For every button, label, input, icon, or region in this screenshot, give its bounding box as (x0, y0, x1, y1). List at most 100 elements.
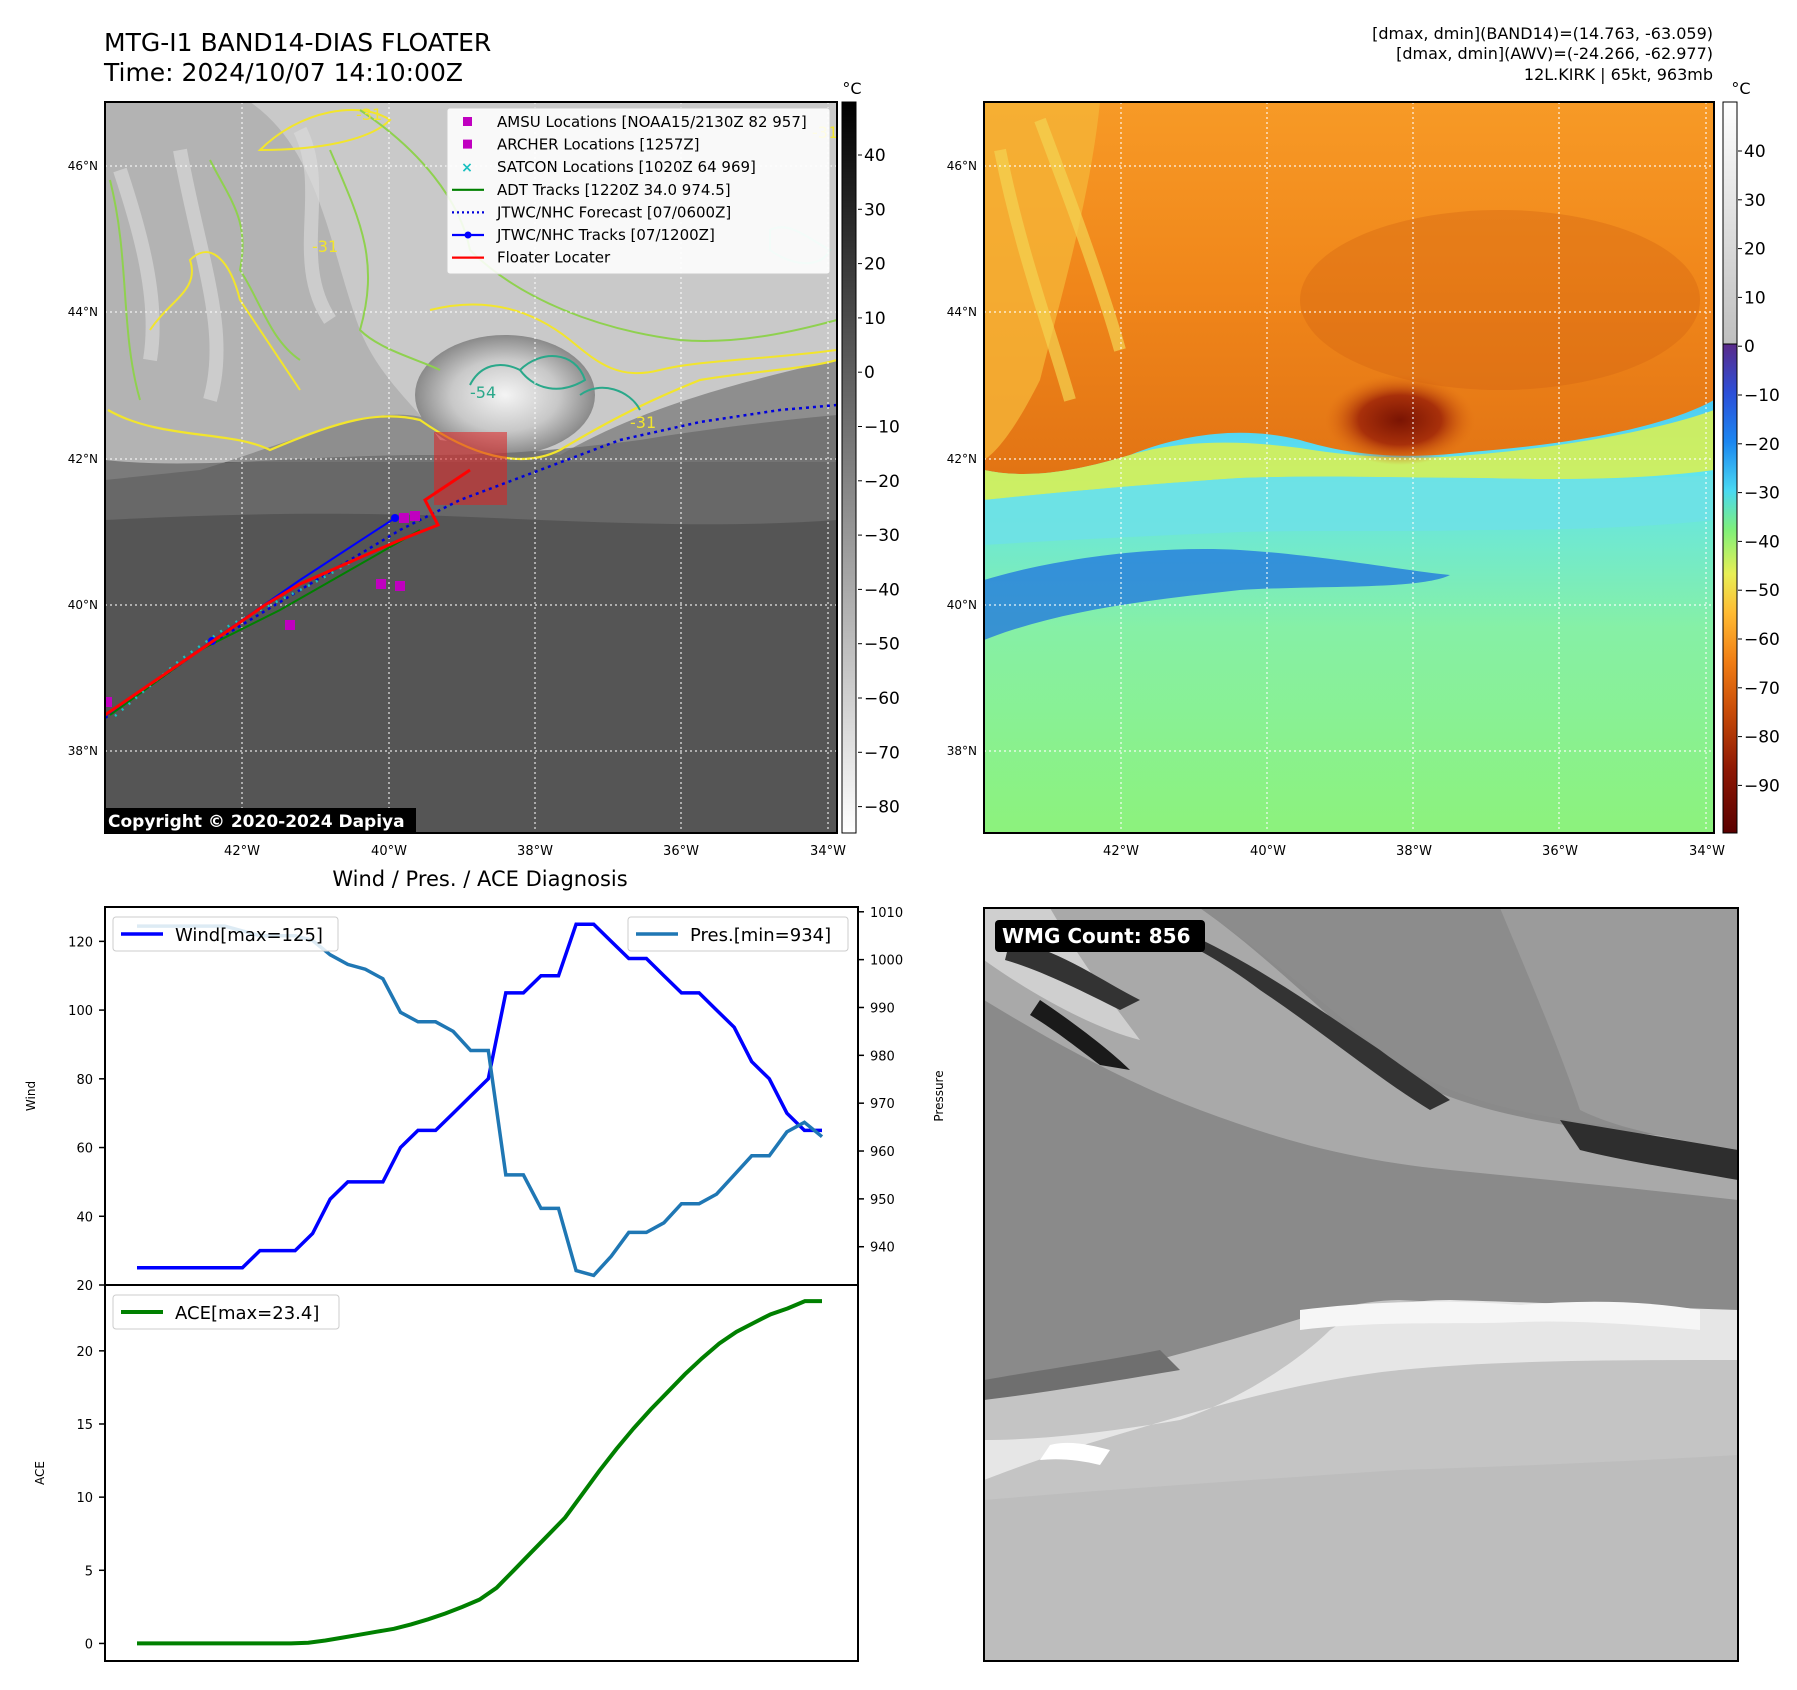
colorbar-tick-label: −70 (1744, 679, 1780, 699)
contour-label-4: -31 (630, 413, 656, 432)
jtwc-forecast-track (105, 403, 837, 720)
legend-square-marker (463, 139, 472, 149)
awv-image (984, 102, 1714, 833)
lon-tick-label: 42°W (224, 844, 260, 859)
info-line-1: [dmax, dmin](BAND14)=(14.763, -63.059) (1372, 24, 1713, 43)
legend-label: JTWC/NHC Forecast [07/0600Z] (496, 203, 731, 221)
colorbar-tick-label: −40 (1744, 532, 1780, 552)
colorbar-tick-label: 40 (864, 146, 886, 166)
lat-tick-label: 40°N (68, 598, 98, 612)
lat-tick-label: 38°N (68, 744, 98, 758)
pressure-legend: Pres.[min=934] (627, 916, 849, 952)
ace-tick-label: 10 (76, 1491, 93, 1506)
pressure-legend-label: Pres.[min=934] (690, 925, 831, 946)
ir-colorbar (841, 101, 857, 834)
colorbar-tick-label: −50 (1744, 581, 1780, 601)
legend-label: AMSU Locations [NOAA15/2130Z 82 957] (497, 113, 807, 131)
legend-entry: JTWC/NHC Tracks [07/1200Z] (452, 226, 715, 244)
legend-square-marker (463, 117, 472, 126)
wind-tick-label: 100 (68, 1004, 93, 1019)
colorbar-tick-label: −30 (1744, 484, 1780, 504)
colorbar-tick-label: −20 (864, 472, 900, 492)
colorbar-tick-label: 40 (1744, 142, 1766, 162)
colorbar-tick-label: −90 (1744, 776, 1780, 796)
legend-label: Floater Locater (497, 249, 611, 267)
pressure-tick-label: 1000 (870, 954, 903, 969)
wind-tick-label: 40 (76, 1210, 93, 1225)
colorbar-tick-label: −10 (1744, 386, 1780, 406)
info-line-2: [dmax, dmin](AWV)=(-24.266, -62.977) (1396, 44, 1713, 63)
pressure-tick-label: 970 (870, 1097, 895, 1112)
lat-tick-label: 44°N (947, 305, 977, 319)
awv-colorbar-upper (1722, 101, 1738, 345)
ace-tick-label: 0 (85, 1637, 93, 1652)
colorbar-tick-label: −60 (864, 689, 900, 709)
ace-legend: ACE[max=23.4] (112, 1294, 340, 1330)
wmg-count-label: WMG Count: 856 (1002, 924, 1191, 948)
colorbar-tick-label: −50 (864, 635, 900, 655)
colorbar-tick-label: 10 (1744, 288, 1766, 308)
wind-pressure-chart: 20 40 60 80 100 120 940 950 960 970 980 990 1000 1010… (24, 906, 946, 1294)
colorbar-tick-label: −40 (864, 580, 900, 600)
colorbar-tick-label: −10 (864, 418, 900, 438)
wind-legend: Wind[max=125] (112, 916, 339, 952)
colorbar-tick-label: 0 (864, 363, 875, 383)
legend-label: ARCHER Locations [1257Z] (497, 136, 700, 154)
colorbar-tick-label: 30 (1744, 191, 1766, 211)
lon-tick-label: 34°W (810, 844, 846, 859)
lon-tick-label: 42°W (1103, 844, 1139, 859)
wind-tick-label: 80 (76, 1073, 93, 1088)
lon-tick-label: 36°W (663, 844, 699, 859)
lat-tick-label: 40°N (947, 598, 977, 612)
satcon-track (114, 558, 356, 717)
wmg-image: WMG Count: 856 (984, 908, 1738, 1661)
ace-tick-label: 5 (85, 1564, 93, 1579)
legend-entry: Floater Locater (452, 249, 611, 267)
legend-entry: JTWC/NHC Forecast [07/0600Z] (452, 203, 731, 221)
pressure-tick-label: 1010 (870, 906, 903, 921)
contour-label-1: -31 (356, 105, 382, 124)
legend-entry: × SATCON Locations [1020Z 64 969] (461, 158, 756, 176)
lon-tick-label: 40°W (371, 844, 407, 859)
pressure-tick-label: 990 (870, 1001, 895, 1016)
wind-tick-label: 60 (76, 1142, 93, 1157)
contour-label-3: -54 (470, 383, 496, 402)
pressure-tick-label: 940 (870, 1241, 895, 1256)
legend-label: SATCON Locations [1020Z 64 969] (497, 158, 756, 176)
lon-tick-label: 38°W (517, 844, 553, 859)
colorbar-tick-label: −80 (1744, 728, 1780, 748)
colorbar-tick-label: 0 (1744, 337, 1755, 357)
wind-series-line (137, 922, 822, 1270)
awv-grid (984, 102, 1714, 833)
floater-locater-track (105, 468, 471, 717)
ace-tick-label: 20 (76, 1345, 93, 1360)
ace-series-line (137, 1299, 822, 1646)
contour-label-2: -31 (312, 237, 338, 256)
ir-colorbar-unit: °C (842, 79, 861, 98)
lat-tick-label: 42°N (947, 452, 977, 466)
ace-tick-label: 15 (76, 1418, 93, 1433)
pressure-tick-label: 960 (870, 1145, 895, 1160)
diagnosis-title: Wind / Pres. / ACE Diagnosis (332, 867, 627, 891)
colorbar-tick-label: 20 (864, 255, 886, 275)
legend-entry: ADT Tracks [1220Z 34.0 974.5] (452, 181, 731, 199)
legend-label: ADT Tracks [1220Z 34.0 974.5] (497, 181, 731, 199)
colorbar-tick-label: 20 (1744, 240, 1766, 260)
legend-entry: ARCHER Locations [1257Z] (463, 136, 700, 154)
wind-axis-label: Wind (24, 1081, 38, 1111)
awv-map-panel: 42°W 40°W 38°W 36°W 34°W 46°N 44°N 42°N 40°N 38°… (947, 79, 1780, 859)
map-legend: AMSU Locations [NOAA15/2130Z 82 957] ARCH… (446, 107, 831, 275)
lon-tick-label: 36°W (1542, 844, 1578, 859)
pressure-tick-label: 950 (870, 1193, 895, 1208)
awv-colorbar-lower (1722, 343, 1738, 834)
wmg-panel: WMG Count: 856 (983, 907, 1739, 1662)
jtwc-track-point-2 (391, 514, 399, 522)
ir-map-panel: -31 -31 -54 -31 -31 (68, 79, 900, 859)
lat-tick-label: 44°N (68, 305, 98, 319)
wind-tick-label: 120 (68, 935, 93, 950)
legend-entry: AMSU Locations [NOAA15/2130Z 82 957] (463, 113, 807, 131)
colorbar-tick-label: −60 (1744, 630, 1780, 650)
info-line-3: 12L.KIRK | 65kt, 963mb (1524, 65, 1713, 84)
pressure-tick-label: 980 (870, 1049, 895, 1064)
